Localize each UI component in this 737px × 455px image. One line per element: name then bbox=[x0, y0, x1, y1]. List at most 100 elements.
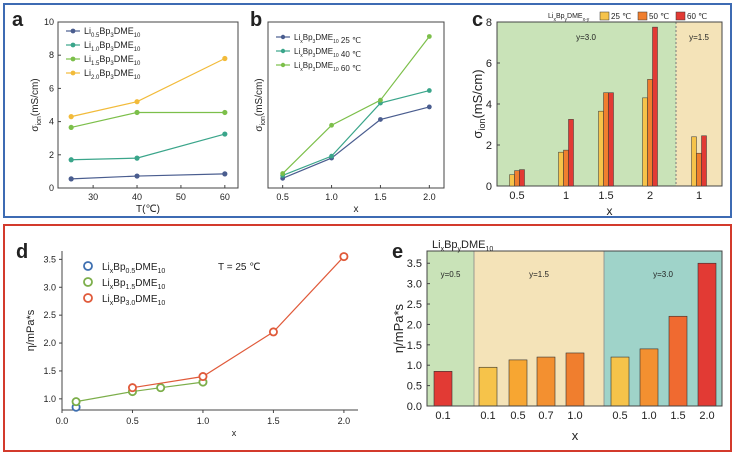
subscript: 10 bbox=[333, 39, 339, 45]
panel-e-xtick-label: 2.0 bbox=[699, 410, 714, 422]
panel-d-ytick-label: 1.5 bbox=[43, 366, 56, 376]
panel-e-bar bbox=[433, 371, 453, 407]
y-label-unit: (mS/cm) bbox=[30, 78, 41, 116]
formula-part: Bp bbox=[99, 40, 110, 50]
panel-a-point bbox=[134, 99, 140, 105]
panel-e-ytick-label: 1.0 bbox=[407, 360, 422, 372]
panel-a-ytick-label: 10 bbox=[44, 17, 54, 27]
panel-d-legend-marker bbox=[83, 277, 93, 287]
panel-c-legend-label: 25 ℃ bbox=[611, 12, 631, 21]
panel-b-letter: b bbox=[250, 9, 262, 31]
subscript: 10 bbox=[485, 246, 493, 253]
panel-a-point bbox=[68, 176, 74, 182]
panel-d-legend-marker bbox=[83, 261, 93, 271]
panel-b-point bbox=[329, 153, 334, 159]
panel-c-bar bbox=[642, 97, 648, 187]
panel-b-legend-label: LixBp3DME10 60 ℃ bbox=[294, 61, 361, 73]
panel-b-xlabel: x bbox=[354, 204, 359, 215]
subscript: 10 bbox=[134, 33, 141, 39]
panel-a-point bbox=[68, 157, 74, 163]
panel-e-title: LixBpyDME10 bbox=[432, 239, 493, 253]
subscript: 3.0 bbox=[126, 300, 136, 307]
subscript: 2.0 bbox=[91, 75, 100, 81]
subscript: y bbox=[565, 17, 568, 23]
panel-b-xtick-label: 1.0 bbox=[325, 192, 338, 202]
panel-e-ylabel: η/mPa*s bbox=[391, 303, 406, 353]
panel-b-point bbox=[378, 97, 383, 103]
panel-e-bar bbox=[697, 262, 717, 407]
panel-c-legend-label: 60 ℃ bbox=[687, 12, 707, 21]
panel-e-bar bbox=[565, 352, 585, 407]
panel-c-region-label: y=3.0 bbox=[576, 33, 596, 42]
formula-part: Bp bbox=[113, 262, 126, 273]
panel-a-series-line bbox=[71, 111, 225, 128]
panel-b-series-line bbox=[282, 36, 430, 174]
formula-part: DME bbox=[135, 262, 158, 273]
panel-d-point bbox=[127, 383, 137, 393]
subscript: 1.0 bbox=[91, 47, 100, 53]
panel-a-point bbox=[134, 109, 140, 116]
panel-e-bar bbox=[478, 366, 498, 407]
panel-a-series-line bbox=[71, 57, 226, 118]
panel-b-point bbox=[426, 34, 432, 39]
subscript: x bbox=[110, 300, 114, 307]
panel-d-legend-marker bbox=[83, 293, 93, 303]
subscript: 1.5 bbox=[126, 284, 136, 291]
panel-d-series-line bbox=[132, 256, 345, 389]
panel-c-ytick-label: 0 bbox=[486, 181, 492, 193]
panel-e-letter: e bbox=[392, 241, 403, 263]
formula-part: DME bbox=[114, 68, 134, 78]
legend-temperature: 60 ℃ bbox=[339, 64, 361, 73]
panel-d-xtick-label: 1.5 bbox=[267, 416, 280, 426]
panel-c-bar bbox=[652, 26, 658, 187]
panel-b-point bbox=[378, 117, 383, 122]
y-label-subscript: ion bbox=[477, 119, 487, 131]
panel-b-legend-label: LixBp3DME10 40 ℃ bbox=[294, 47, 361, 59]
formula-part: DME bbox=[114, 26, 134, 36]
formula-part: DME bbox=[114, 40, 134, 50]
panel-d-ytick-label: 3.5 bbox=[43, 254, 56, 264]
panel-c-ytick-label: 6 bbox=[486, 58, 492, 70]
panel-a-ytick-label: 8 bbox=[49, 50, 54, 60]
formula-part: Bp bbox=[303, 33, 313, 42]
subscript: 3 bbox=[110, 75, 114, 81]
formula-part: Bp bbox=[99, 68, 110, 78]
formula-part: Bp bbox=[303, 61, 313, 70]
panel-d-xtick-label: 0.0 bbox=[56, 416, 69, 426]
formula-part: Bp bbox=[444, 239, 457, 251]
panel-e-bar bbox=[536, 356, 556, 407]
panel-e-ytick-label: 2.5 bbox=[407, 299, 422, 311]
panel-d-xtick-label: 1.0 bbox=[197, 416, 210, 426]
panel-a-series-line bbox=[71, 133, 225, 161]
formula-part: Li bbox=[548, 13, 554, 20]
panel-a-point bbox=[68, 114, 74, 120]
y-label-symbol: σ bbox=[30, 125, 41, 132]
panel-b-axes bbox=[267, 21, 445, 189]
formula-part: Li bbox=[102, 262, 110, 273]
formula-part: Li bbox=[84, 26, 91, 36]
formula-part: Li bbox=[294, 47, 300, 56]
formula-part: DME bbox=[135, 294, 158, 305]
top-panel-frame bbox=[3, 3, 732, 218]
legend-temperature: 25 ℃ bbox=[339, 36, 361, 45]
panel-d-xtick-label: 0.5 bbox=[126, 416, 139, 426]
formula-part: Bp bbox=[99, 54, 110, 64]
panel-b-xtick-label: 0.5 bbox=[276, 192, 289, 202]
panel-d-xtick-label: 2.0 bbox=[338, 416, 351, 426]
panel-d-legend-label: LixBp3.0DME10 bbox=[102, 294, 165, 307]
formula-part: DME bbox=[315, 47, 333, 56]
subscript: 10 bbox=[134, 75, 141, 81]
panel-b-xtick-label: 2.0 bbox=[423, 192, 436, 202]
subscript: 3 bbox=[313, 39, 316, 45]
panel-d-ytick-label: 2.5 bbox=[43, 310, 56, 320]
subscript: 10 bbox=[134, 61, 141, 67]
formula-part: Bp bbox=[303, 47, 313, 56]
subscript: x bbox=[300, 39, 303, 45]
panel-c-bar bbox=[558, 151, 564, 187]
panel-b-legend-marker bbox=[280, 62, 286, 68]
panel-d-point bbox=[268, 327, 278, 337]
panel-b-ylabel: σion(mS/cm) bbox=[254, 78, 267, 131]
subscript: x bbox=[110, 268, 114, 275]
panel-e-bar bbox=[508, 359, 528, 407]
